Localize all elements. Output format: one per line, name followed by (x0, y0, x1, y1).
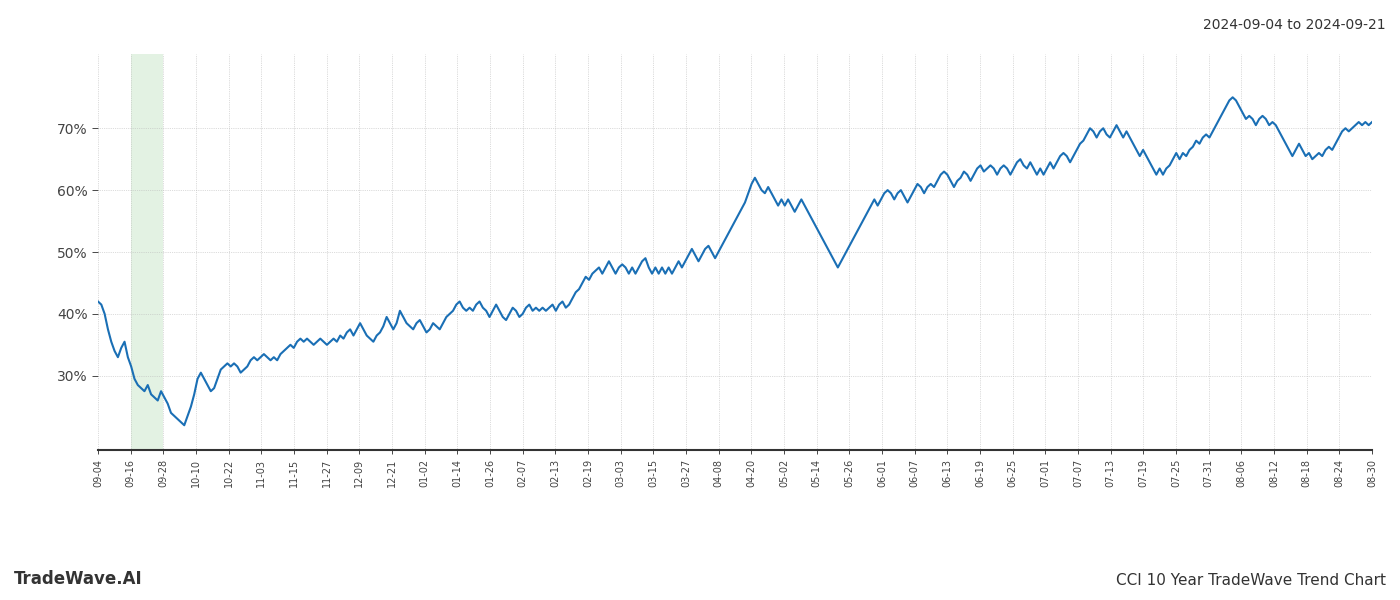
Text: TradeWave.AI: TradeWave.AI (14, 570, 143, 588)
Text: CCI 10 Year TradeWave Trend Chart: CCI 10 Year TradeWave Trend Chart (1116, 573, 1386, 588)
Bar (130, 54, 164, 450)
Text: 2024-09-04 to 2024-09-21: 2024-09-04 to 2024-09-21 (1204, 18, 1386, 32)
